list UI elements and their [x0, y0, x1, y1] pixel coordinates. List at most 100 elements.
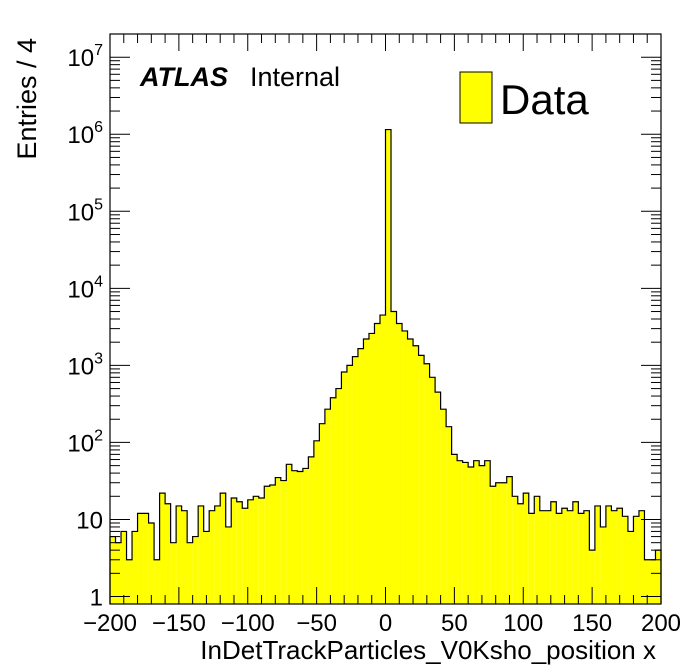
histogram-bar	[220, 493, 226, 604]
histogram-bars	[109, 128, 662, 604]
x-tick-label: 0	[379, 610, 392, 637]
histogram-bar	[126, 559, 133, 604]
x-tick-label: −50	[296, 610, 337, 637]
x-tick-label: 100	[503, 610, 543, 637]
histogram-bar	[490, 486, 496, 604]
histogram-bar	[517, 503, 524, 604]
histogram-bar	[495, 482, 502, 604]
histogram-bar	[357, 348, 364, 604]
histogram-bar	[611, 510, 617, 604]
histogram-bar	[319, 423, 325, 604]
histogram-bar	[110, 536, 116, 604]
y-tick-label: 102	[67, 427, 103, 457]
legend: Data	[459, 71, 589, 124]
legend-swatch-data	[459, 71, 493, 124]
histogram-bar	[203, 531, 210, 604]
x-tick-label: 50	[441, 610, 468, 637]
histogram-bar	[159, 493, 166, 604]
histogram-bar	[176, 505, 182, 604]
tick-labels: −200 −150 −100 −50 0 50 100 150 200 1 10 102 103 104 1…	[67, 42, 681, 637]
y-tick-label: 10	[76, 507, 103, 534]
histogram-bar	[479, 465, 485, 604]
x-tick-label: 200	[641, 610, 681, 637]
histogram-bar	[391, 311, 397, 604]
histogram-bar	[198, 505, 204, 604]
histogram-bar	[424, 363, 430, 604]
histogram-bar	[578, 513, 584, 604]
histogram-bar	[121, 531, 127, 604]
histogram-bar	[523, 493, 529, 604]
y-tick-label: 105	[67, 196, 103, 226]
histogram-bar	[154, 559, 160, 604]
histogram-bar	[165, 503, 171, 604]
histogram-bar	[627, 531, 634, 604]
atlas-sublabel: Internal	[250, 62, 340, 92]
histogram-bar	[468, 466, 474, 604]
y-tick-label: 103	[67, 350, 103, 380]
histogram-bar	[137, 513, 144, 604]
histogram-bar	[346, 365, 353, 604]
histogram-bar	[429, 377, 436, 604]
histogram-bar	[446, 426, 452, 604]
histogram-bar	[313, 440, 320, 604]
x-tick-label: −200	[83, 610, 137, 637]
histogram-bar	[528, 513, 535, 604]
histogram-bar	[264, 486, 270, 604]
histogram-bar	[269, 485, 276, 604]
histogram-bar	[462, 462, 469, 604]
histogram-bar	[622, 516, 628, 604]
histogram-bar	[236, 501, 243, 604]
histogram-outline	[109, 128, 662, 604]
histogram-bar	[418, 355, 425, 604]
x-tick-label: −100	[221, 610, 275, 637]
y-tick-label: 104	[67, 273, 103, 303]
histogram-bar	[545, 510, 551, 604]
histogram-bar	[242, 508, 248, 604]
histogram-bar	[363, 339, 369, 604]
histogram-bar	[368, 333, 375, 604]
histogram-bar	[374, 323, 380, 604]
histogram-bar	[330, 397, 336, 604]
histogram-bar	[402, 330, 408, 604]
y-tick-label: 106	[67, 119, 103, 149]
y-axis-label: Entries / 4	[12, 38, 42, 160]
histogram-bar	[308, 456, 314, 604]
histogram-bar	[253, 496, 259, 604]
histogram-bar	[600, 526, 606, 604]
y-tick-label: 107	[67, 42, 103, 72]
histogram-bar	[572, 501, 579, 604]
histogram-bar	[225, 526, 232, 604]
histogram-bar	[616, 508, 623, 604]
histogram-bar	[633, 516, 639, 604]
histogram-bar	[132, 531, 138, 604]
histogram-bar	[396, 323, 403, 604]
histogram-bar	[302, 468, 309, 604]
histogram-bar	[550, 501, 557, 604]
histogram-bar	[192, 536, 199, 604]
histogram-bar	[258, 498, 265, 604]
histogram-bar	[649, 559, 656, 604]
legend-label-data: Data	[500, 76, 589, 123]
histogram-bar	[341, 372, 347, 604]
y-tick-label: 1	[90, 585, 103, 612]
histogram-bar	[170, 542, 177, 604]
histogram-bar	[567, 510, 573, 604]
histogram-bar	[473, 460, 480, 604]
histogram-bar	[440, 409, 447, 604]
histogram-bar	[583, 510, 590, 604]
histogram-bar	[286, 464, 292, 604]
histogram-bar	[209, 510, 215, 604]
histogram-bar	[506, 476, 513, 604]
histogram-bar	[187, 542, 193, 604]
histogram-bar	[539, 510, 546, 604]
histogram-bar	[407, 339, 414, 604]
histogram-bar	[148, 523, 155, 604]
histogram-bar	[291, 470, 298, 604]
histogram-bar	[385, 129, 392, 604]
histogram-bar	[324, 409, 331, 604]
histogram-bar	[143, 513, 149, 604]
histogram-bar	[644, 559, 650, 604]
histogram-bar	[335, 388, 342, 604]
x-tick-label: −150	[152, 610, 206, 637]
